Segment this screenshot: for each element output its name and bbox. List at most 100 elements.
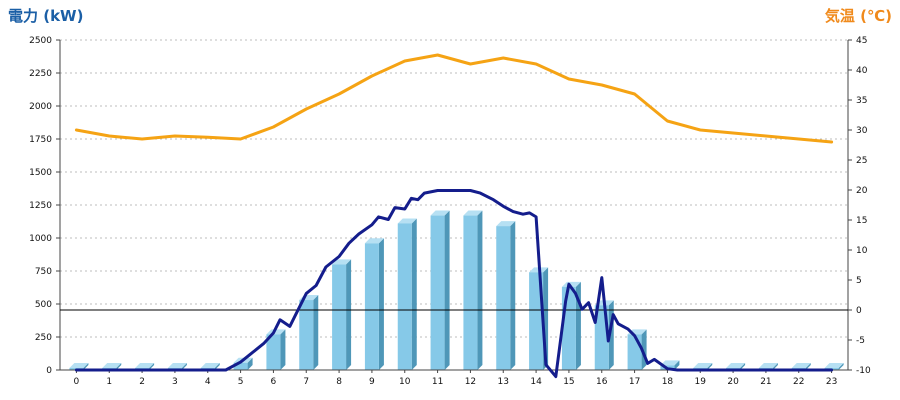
tick-labels: 02505007501000125015001750200022502500-1… — [29, 36, 871, 387]
bar-top — [496, 221, 516, 227]
power-bar — [496, 221, 516, 370]
x-tick-label: 2 — [139, 377, 145, 387]
temperature-line — [74, 53, 834, 144]
grid-lines — [60, 39, 848, 338]
bar-front — [561, 286, 576, 370]
series-lines — [74, 53, 834, 379]
bar-top — [693, 363, 713, 369]
bar-front — [627, 334, 642, 370]
right-tick-label: 5 — [856, 276, 862, 286]
x-tick-label: 19 — [695, 377, 707, 387]
bar-side — [149, 363, 155, 370]
x-tick-label: 1 — [106, 377, 112, 387]
bar-front — [332, 264, 347, 370]
x-tick-label: 5 — [238, 377, 244, 387]
bar-front — [430, 215, 445, 370]
right-tick-label: -5 — [856, 336, 865, 346]
bar-front — [397, 223, 412, 370]
bar-top — [266, 329, 286, 335]
power-bar — [364, 238, 384, 370]
right-axis-title: 気温 (℃) — [825, 7, 892, 25]
x-tick-label: 11 — [432, 377, 443, 387]
power-bar — [332, 259, 352, 370]
x-tick-label: 22 — [793, 377, 804, 387]
bar-top — [135, 363, 155, 369]
bar-top — [824, 363, 844, 369]
bar-front — [496, 226, 511, 370]
left-tick-label: 2250 — [29, 69, 52, 79]
bar-side — [346, 259, 352, 370]
left-tick-label: 0 — [46, 366, 52, 376]
power-bar — [627, 329, 647, 370]
power-bar — [561, 281, 581, 370]
bar-top — [69, 363, 89, 369]
bar-top — [102, 363, 122, 369]
right-tick-label: -10 — [856, 366, 871, 376]
bar-top — [332, 259, 352, 265]
bar-side — [805, 363, 811, 370]
bar-side — [477, 210, 483, 370]
bar-top — [791, 363, 811, 369]
x-tick-label: 12 — [465, 377, 476, 387]
bar-top — [364, 238, 384, 244]
bar-side — [280, 329, 286, 370]
x-tick-label: 7 — [303, 377, 309, 387]
axes — [56, 39, 852, 373]
bar-side — [116, 363, 122, 370]
x-tick-label: 23 — [826, 377, 837, 387]
left-tick-label: 250 — [35, 333, 52, 343]
bar-side — [378, 238, 384, 370]
x-tick-label: 0 — [74, 377, 80, 387]
bar-side — [181, 363, 187, 370]
bar-top — [726, 363, 746, 369]
bar-side — [247, 357, 253, 370]
bar-side — [83, 363, 89, 370]
bar-side — [510, 221, 516, 370]
bar-top — [200, 363, 220, 369]
right-tick-label: 45 — [856, 36, 867, 46]
right-tick-label: 40 — [856, 66, 868, 76]
bar-top — [561, 281, 581, 287]
x-tick-label: 18 — [662, 377, 674, 387]
x-tick-label: 16 — [596, 377, 608, 387]
left-tick-label: 1250 — [29, 201, 52, 211]
bar-side — [740, 363, 746, 370]
power-bars — [69, 210, 844, 370]
x-tick-label: 20 — [727, 377, 739, 387]
bar-front — [233, 362, 248, 370]
bar-top — [463, 210, 483, 216]
bar-top — [397, 218, 417, 224]
left-tick-label: 2000 — [29, 102, 52, 112]
bar-side — [214, 363, 220, 370]
power-bar — [430, 210, 450, 370]
bar-side — [411, 218, 417, 370]
x-tick-label: 21 — [760, 377, 771, 387]
bar-front — [463, 215, 478, 370]
right-tick-label: 35 — [856, 96, 867, 106]
bar-side — [674, 360, 680, 370]
power-bar — [299, 295, 319, 370]
bar-top — [167, 363, 187, 369]
x-tick-label: 8 — [336, 377, 342, 387]
x-tick-label: 6 — [271, 377, 277, 387]
right-tick-label: 30 — [856, 126, 868, 136]
left-tick-label: 2500 — [29, 36, 52, 46]
bar-side — [444, 210, 450, 370]
bar-front — [299, 300, 314, 370]
bar-front — [529, 272, 544, 370]
left-tick-label: 750 — [35, 267, 52, 277]
bar-front — [266, 334, 281, 370]
x-tick-label: 10 — [399, 377, 411, 387]
bar-top — [660, 360, 680, 366]
right-tick-label: 0 — [856, 306, 862, 316]
right-tick-label: 10 — [856, 246, 868, 256]
left-tick-label: 1750 — [29, 135, 52, 145]
left-axis-title: 電力 (kW) — [8, 7, 83, 25]
power-bar — [463, 210, 483, 370]
left-tick-label: 500 — [35, 300, 52, 310]
x-tick-label: 13 — [498, 377, 509, 387]
bar-side — [772, 363, 778, 370]
left-tick-label: 1000 — [29, 234, 52, 244]
